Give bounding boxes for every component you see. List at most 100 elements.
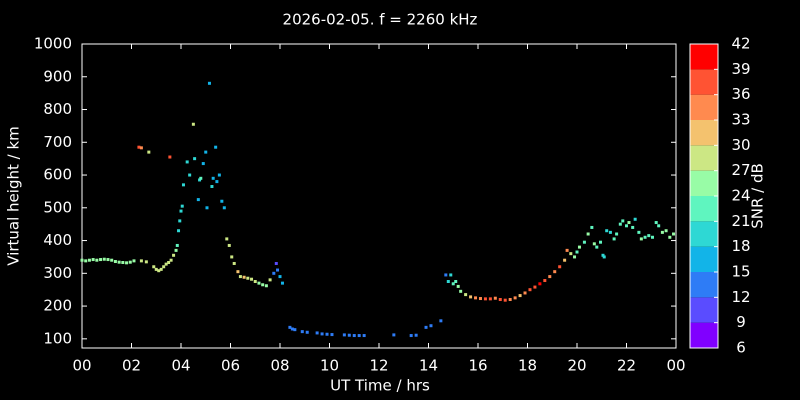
data-point [272, 271, 276, 275]
colorbar-band [690, 170, 718, 196]
plot-frame [81, 43, 677, 349]
data-point [179, 209, 183, 213]
y-tick-label: 300 [43, 264, 72, 282]
data-point [478, 297, 482, 301]
data-point [180, 204, 184, 208]
data-point [320, 332, 324, 336]
data-point [595, 245, 599, 249]
data-point [139, 259, 143, 263]
data-point [569, 252, 573, 256]
data-point [553, 270, 557, 274]
data-point [347, 333, 351, 337]
data-point [300, 330, 304, 334]
colorbar-band [690, 221, 718, 247]
y-axis-label: Virtual height / km [5, 126, 23, 265]
data-point [586, 232, 590, 236]
data-point [144, 260, 148, 264]
data-point [672, 232, 676, 236]
data-point [409, 334, 413, 338]
data-point [612, 237, 616, 241]
data-point [261, 283, 265, 287]
y-tick-label: 800 [43, 100, 72, 118]
y-tick-label: 100 [43, 329, 72, 347]
y-tick-label: 900 [43, 67, 72, 85]
data-point [342, 333, 346, 337]
data-point [325, 332, 329, 336]
y-tick-label: 200 [43, 297, 72, 315]
data-point [429, 324, 433, 328]
colorbar-band [690, 196, 718, 222]
data-point [181, 183, 185, 187]
colorbar-tick-label: 27 [731, 161, 750, 179]
data-point [242, 275, 246, 279]
y-tick-label: 1000 [34, 35, 72, 53]
data-point [513, 296, 517, 300]
colorbar-tick-label: 42 [731, 35, 750, 53]
colorbar-band [690, 246, 718, 272]
data-point [592, 242, 596, 246]
data-point [528, 288, 532, 292]
data-point [198, 178, 202, 182]
data-point [222, 206, 226, 210]
x-tick-label: 00 [666, 357, 685, 375]
data-point [232, 261, 236, 265]
data-point [238, 275, 242, 279]
data-point [650, 235, 654, 239]
data-point [230, 255, 234, 259]
data-point [601, 253, 605, 257]
data-point [91, 258, 95, 262]
data-point [459, 289, 463, 293]
data-point [152, 265, 156, 269]
data-point [268, 278, 272, 282]
data-point [599, 240, 603, 244]
data-point [80, 258, 84, 262]
data-point [631, 225, 635, 229]
data-point [608, 230, 612, 234]
data-point [590, 225, 594, 229]
colorbar-tick-label: 30 [731, 136, 750, 154]
data-point [164, 262, 168, 266]
x-axis-label: UT Time / hrs [330, 377, 430, 395]
data-point [175, 243, 179, 247]
data-point [128, 260, 132, 264]
colorbar-tick-label: 12 [731, 288, 750, 306]
x-tick-label: 12 [369, 357, 388, 375]
data-point [563, 258, 567, 262]
x-tick-label: 14 [419, 357, 438, 375]
colorbar-tick-label: 9 [736, 313, 746, 331]
data-point [533, 285, 537, 289]
data-point [227, 243, 231, 247]
x-tick-label: 00 [72, 357, 91, 375]
data-point [139, 146, 143, 150]
data-point [169, 258, 173, 262]
data-point [660, 230, 664, 234]
data-point [305, 330, 309, 334]
data-point [215, 180, 219, 184]
data-point [253, 280, 257, 283]
colorbar-label: SNR / dB [749, 163, 767, 229]
data-point [523, 291, 527, 295]
data-point [565, 248, 569, 252]
data-point [643, 235, 647, 239]
data-point [668, 235, 672, 239]
data-point [290, 327, 294, 331]
colorbar-tick-label: 6 [736, 339, 746, 357]
data-point [154, 267, 158, 271]
data-point [167, 261, 171, 264]
colorbar-tick-label: 24 [731, 187, 750, 205]
data-point [605, 229, 609, 233]
data-point [276, 268, 280, 272]
data-point [121, 261, 125, 264]
y-tick-label: 700 [43, 133, 72, 151]
x-tick-label: 20 [567, 357, 586, 375]
data-point [469, 295, 473, 299]
data-point [330, 333, 334, 337]
data-point [220, 199, 224, 203]
data-point [637, 230, 641, 234]
data-point [205, 206, 209, 210]
data-point [110, 258, 114, 262]
data-point [225, 237, 229, 241]
data-point [456, 284, 460, 288]
data-point [518, 294, 522, 298]
